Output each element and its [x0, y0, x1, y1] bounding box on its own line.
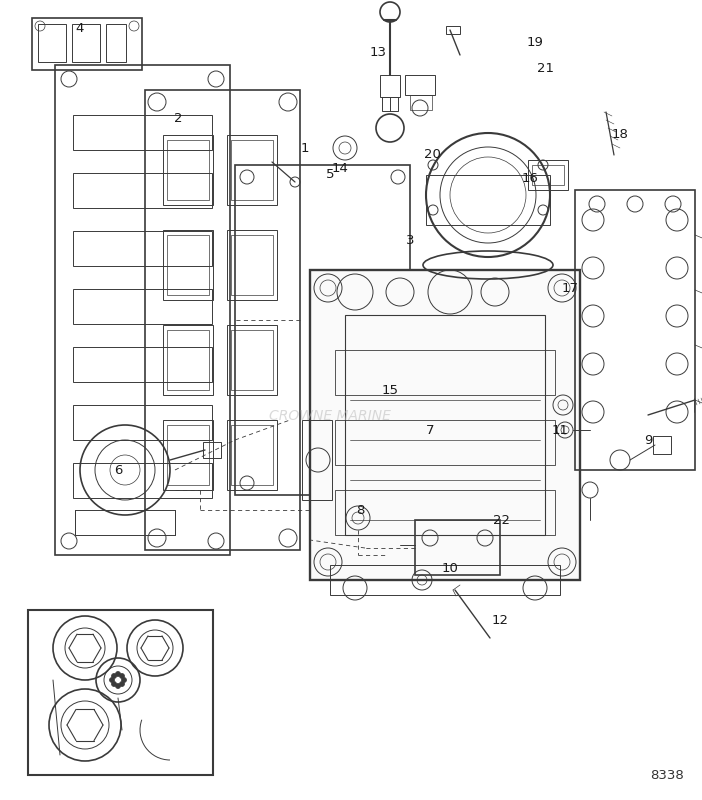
Bar	[75, 510, 175, 535]
Circle shape	[119, 674, 124, 678]
Circle shape	[121, 678, 126, 682]
Text: 2: 2	[174, 111, 183, 125]
Bar	[382, 97, 398, 111]
Bar	[73, 115, 212, 150]
Bar	[73, 173, 212, 208]
Bar	[575, 190, 695, 470]
Text: 3: 3	[406, 234, 414, 246]
Text: 16: 16	[522, 171, 538, 185]
Bar	[231, 425, 273, 485]
Circle shape	[110, 678, 114, 682]
Circle shape	[119, 682, 124, 686]
Bar	[55, 65, 230, 555]
Bar	[227, 135, 277, 205]
Text: 8: 8	[356, 503, 364, 517]
Circle shape	[112, 674, 117, 678]
Text: 17: 17	[562, 282, 578, 294]
Bar	[72, 24, 100, 62]
Bar	[227, 420, 277, 490]
Text: 6: 6	[114, 463, 122, 477]
Bar	[106, 24, 126, 62]
Bar	[310, 270, 580, 580]
Bar	[28, 610, 213, 775]
Text: 22: 22	[494, 514, 510, 526]
Text: 21: 21	[536, 62, 553, 74]
Bar	[235, 165, 410, 495]
Circle shape	[116, 671, 121, 677]
Bar	[167, 425, 209, 485]
Bar	[73, 347, 212, 382]
Bar	[73, 405, 212, 440]
Bar	[426, 175, 550, 225]
Bar	[32, 18, 142, 70]
Bar	[446, 26, 460, 34]
Text: 10: 10	[442, 562, 458, 574]
Bar	[163, 325, 213, 395]
Bar	[231, 235, 273, 295]
Text: 19: 19	[526, 35, 543, 49]
Bar	[528, 160, 568, 190]
Bar	[203, 442, 221, 458]
Bar	[410, 95, 432, 110]
Bar	[38, 24, 66, 62]
Bar	[167, 330, 209, 390]
Bar	[330, 565, 560, 595]
Bar	[380, 75, 400, 97]
Bar	[167, 140, 209, 200]
Bar	[335, 490, 555, 535]
Bar	[73, 463, 212, 498]
Bar	[231, 140, 273, 200]
Bar	[163, 230, 213, 300]
Bar	[145, 90, 300, 550]
Text: 4: 4	[76, 22, 84, 34]
Circle shape	[116, 683, 121, 689]
Text: 13: 13	[369, 46, 387, 58]
Bar	[163, 420, 213, 490]
Bar	[415, 520, 500, 575]
Bar	[73, 289, 212, 324]
Bar	[345, 315, 545, 535]
Bar	[231, 330, 273, 390]
Bar	[335, 350, 555, 395]
Text: 7: 7	[425, 423, 435, 437]
Bar	[167, 235, 209, 295]
Text: 11: 11	[552, 423, 569, 437]
Bar	[227, 230, 277, 300]
Text: CROWNE MARINE: CROWNE MARINE	[269, 409, 391, 423]
Bar	[335, 420, 555, 465]
Text: 18: 18	[611, 129, 628, 142]
Circle shape	[112, 682, 117, 686]
Text: 8338: 8338	[650, 769, 684, 782]
Bar	[405, 75, 435, 95]
Text: 15: 15	[381, 383, 399, 397]
Text: 5: 5	[326, 169, 334, 182]
Bar	[73, 231, 212, 266]
Bar	[653, 436, 671, 454]
Bar	[532, 165, 564, 185]
Text: 12: 12	[491, 614, 508, 626]
Bar	[302, 420, 332, 500]
Bar	[163, 135, 213, 205]
Text: 14: 14	[331, 162, 348, 174]
Text: 1: 1	[300, 142, 310, 154]
Text: 20: 20	[423, 149, 440, 162]
Text: 9: 9	[644, 434, 652, 446]
Bar	[227, 325, 277, 395]
